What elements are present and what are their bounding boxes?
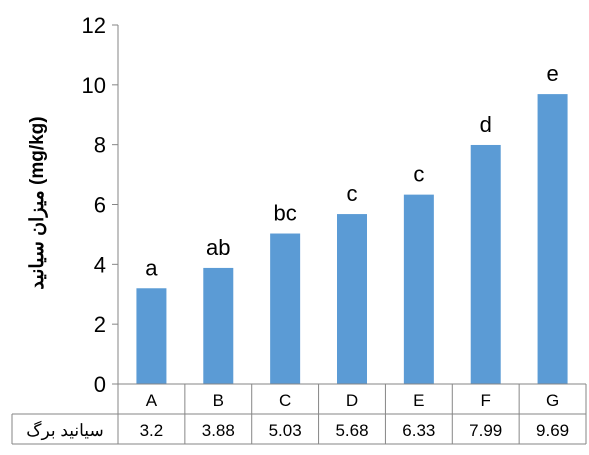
significance-letter: a: [145, 255, 158, 280]
significance-letter: ab: [206, 235, 230, 260]
significance-letter: bc: [274, 201, 297, 226]
table-value-cell: 6.33: [402, 421, 435, 440]
table-value-cell: 5.03: [269, 421, 302, 440]
y-axis-label: میزان سیانید (mg/kg): [27, 116, 48, 289]
table-value-cell: 7.99: [469, 421, 502, 440]
significance-letter: d: [480, 112, 492, 137]
bar-C: [270, 233, 301, 384]
bar-E: [403, 194, 434, 384]
table-value-cell: 5.68: [335, 421, 368, 440]
table-value-cell: 9.69: [536, 421, 569, 440]
x-tick-label: A: [146, 391, 158, 410]
x-tick-label: F: [481, 391, 491, 410]
y-tick-label: 0: [94, 372, 106, 397]
y-tick-label: 8: [94, 133, 106, 158]
y-tick-label: 12: [82, 13, 106, 38]
table-row-label: سیانید برگ: [26, 420, 103, 441]
x-tick-label: E: [413, 391, 424, 410]
x-tick-label: G: [546, 391, 559, 410]
bar-G: [537, 94, 568, 385]
bar-A: [136, 288, 167, 384]
y-tick-label: 10: [82, 73, 106, 98]
table-value-cell: 3.2: [140, 421, 164, 440]
significance-letter: c: [413, 162, 424, 187]
y-tick-label: 4: [94, 252, 106, 277]
x-tick-label: B: [213, 391, 224, 410]
significance-letter: e: [546, 61, 558, 86]
bar-D: [337, 214, 367, 384]
x-tick-label: C: [279, 391, 291, 410]
bar-B: [203, 267, 234, 384]
x-tick-label: D: [346, 391, 358, 410]
significance-letter: c: [347, 181, 358, 206]
y-tick-label: 2: [94, 312, 106, 337]
bar-F: [470, 144, 501, 384]
table-value-cell: 3.88: [202, 421, 235, 440]
y-tick-label: 6: [94, 193, 106, 218]
